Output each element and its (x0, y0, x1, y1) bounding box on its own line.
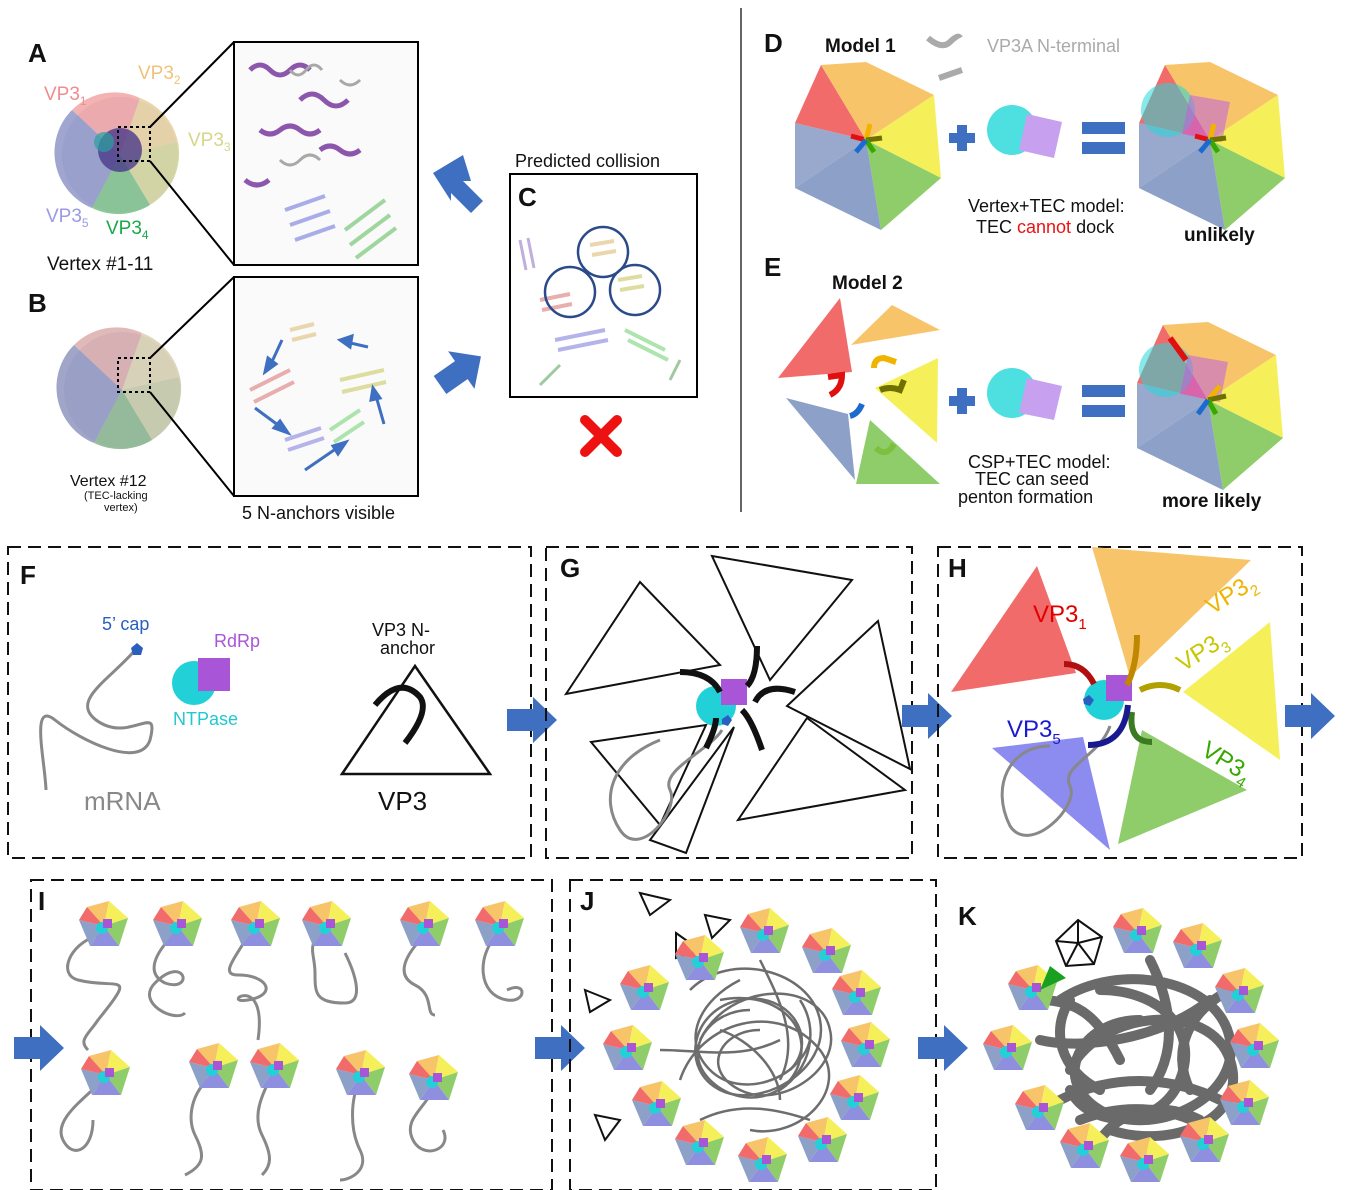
model-desc: Vertex+TEC model: (968, 196, 1125, 216)
n-anchor-icon (372, 684, 426, 745)
rdrp-icon (198, 658, 230, 691)
panel-letter: F (20, 560, 36, 590)
vertex-map-b (56, 327, 182, 450)
arrow (1285, 693, 1335, 739)
vp3-triangle (339, 663, 493, 776)
collision-circle (608, 263, 662, 317)
vp-label: VP31 (44, 84, 87, 108)
collision-circle (543, 265, 597, 319)
n-anchors (249, 322, 387, 452)
arrow (535, 1025, 585, 1071)
zoom-caption: 5 N-anchors visible (242, 503, 395, 523)
vp-label: VP32 (138, 63, 181, 87)
vertex-model-1 (795, 62, 941, 230)
vertex-tec-model-1 (1139, 62, 1285, 230)
tec-glyph (987, 105, 1062, 158)
verdict: more likely (1162, 491, 1262, 512)
panel-letter: H (948, 553, 967, 583)
equals-icon (1082, 385, 1125, 417)
vp3-label: VP3 (378, 786, 427, 816)
vp-label: VP33 (188, 130, 231, 154)
separated-subunits (778, 298, 940, 484)
vertex-caption: Vertex #12 (70, 473, 147, 490)
panel-letter: C (518, 182, 537, 212)
tec-glyph (987, 368, 1062, 420)
vp-label: VP35 (1007, 716, 1061, 748)
panel-h: H VP31 VP32 VP33 VP34 VP35 (937, 546, 1303, 859)
vp-label: VP34 (106, 218, 149, 242)
model-desc: TEC cannot dock (976, 217, 1115, 237)
arrow (14, 1025, 64, 1071)
panel-letter: A (28, 38, 47, 68)
panel-b: B Vertex #12 (TEC-lacking vertex) (28, 276, 419, 523)
vp-label: VP35 (46, 206, 89, 230)
panel-d: D Model 1 VP3A N-terminal (764, 28, 1285, 246)
plus-icon (949, 125, 975, 151)
arrow (433, 351, 481, 395)
panel-c: Predicted collision C (509, 151, 698, 457)
panel-k: K (958, 901, 1279, 1182)
mrna-strand (39, 647, 154, 791)
panel-letter: J (580, 886, 594, 916)
vertex-map-a (54, 92, 180, 215)
cap-icon (131, 643, 143, 655)
arrow (918, 1025, 968, 1071)
svg-text:VP3 N-: VP3 N- (372, 620, 430, 640)
arrow (433, 155, 483, 213)
panel-letter: K (958, 901, 977, 931)
packed-mrna (659, 959, 833, 1133)
panel-letter: G (560, 553, 580, 583)
panel-letter: D (764, 28, 783, 58)
panel-a: A VP31 VP32 VP33 VP34 VP35 Vertex #1-11 (28, 38, 419, 275)
vp-label: VP31 (1033, 601, 1087, 633)
collision-box (509, 173, 698, 398)
svg-text:(TEC-lacking: (TEC-lacking (84, 490, 148, 502)
collision-title: Predicted collision (515, 151, 660, 171)
panel-letter: B (28, 288, 47, 318)
panel-f: F 5’ cap RdRp NTPase mRNA VP3 N- anchor … (7, 546, 532, 859)
equals-icon (1082, 122, 1125, 154)
svg-text:vertex): vertex) (104, 502, 138, 514)
packed-mrna-dense (1035, 955, 1238, 1145)
panel-letter: I (38, 886, 45, 916)
mrna-label: mRNA (84, 786, 161, 816)
density-zoom-a (243, 62, 398, 260)
anchor-arrows (254, 333, 386, 472)
arrow (902, 693, 952, 739)
verdict: unlikely (1184, 225, 1255, 246)
incoming-subunit (1040, 966, 1066, 990)
plus-icon (949, 388, 975, 414)
model-desc: TEC can seed (975, 469, 1089, 489)
svg-text:anchor: anchor (380, 638, 435, 658)
ntpase-label: NTPase (173, 709, 238, 729)
collision-circle (576, 225, 630, 279)
model-desc: penton formation (958, 487, 1093, 507)
model-title: Model 1 (825, 36, 896, 57)
legend-text: VP3A N-terminal (987, 36, 1120, 56)
panel-i: I (30, 879, 553, 1190)
panel-j: J (569, 879, 937, 1190)
cap-label: 5’ cap (102, 614, 149, 634)
panel-g: G (545, 546, 913, 859)
rdrp-label: RdRp (214, 631, 260, 651)
model-title: Model 2 (832, 273, 903, 294)
panel-letter: E (764, 252, 781, 282)
csp-tec-model-2 (1137, 322, 1283, 490)
n-terminal-legend-icon (926, 33, 963, 49)
panel-e: E Model 2 (764, 252, 1283, 512)
cross-icon (580, 415, 622, 457)
penton-outline (1054, 918, 1104, 968)
model-desc: CSP+TEC model: (968, 452, 1111, 472)
zoom-box (233, 276, 419, 497)
vertex-caption: Vertex #1-11 (47, 254, 153, 275)
